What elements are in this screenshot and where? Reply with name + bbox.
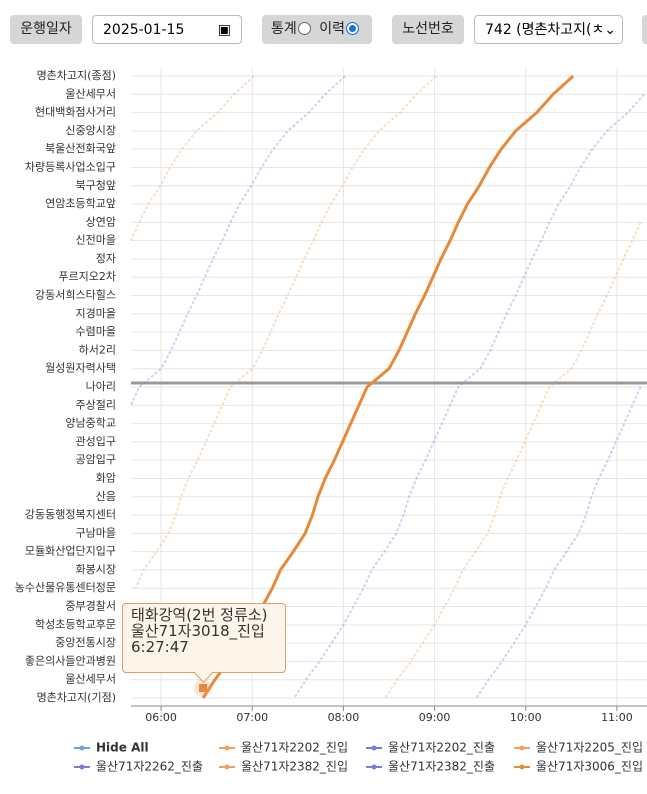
- y-tick-label: 강동서희스타힐스: [35, 289, 116, 302]
- y-tick-label: 울산세무서: [65, 673, 116, 686]
- stats-label: 통계: [271, 21, 297, 37]
- trip-line: [134, 75, 438, 589]
- tooltip-time: 6:27:47: [131, 638, 189, 656]
- tooltip-stop: 태화강역(2번 정류소): [131, 606, 268, 624]
- y-tick-label: 화암: [96, 471, 116, 484]
- x-tick-label: 09:00: [419, 711, 451, 724]
- y-tick-label: 구남마을: [76, 526, 116, 539]
- y-tick-label: 화봉시장: [76, 563, 116, 576]
- calendar-icon: ▣: [217, 22, 231, 38]
- tooltip-point: [199, 684, 208, 692]
- legend-item[interactable]: 울산71자2202_진출: [388, 741, 495, 755]
- date-value: 2025-01-15: [103, 22, 185, 38]
- y-tick-label: 수렴마을: [76, 325, 116, 338]
- highlighted-trip-line: [201, 74, 575, 699]
- trip-line: [293, 93, 646, 699]
- legend-swatch-dot[interactable]: [79, 745, 85, 751]
- y-tick-label: 푸르지오2차: [58, 270, 116, 283]
- legend-swatch-dot[interactable]: [79, 764, 85, 770]
- trip-line: [130, 75, 346, 406]
- history-label: 이력: [319, 21, 345, 37]
- legend-swatch-dot[interactable]: [519, 745, 525, 751]
- legend-swatch-dot[interactable]: [371, 745, 377, 751]
- y-tick-label: 명촌차고지(기점): [37, 691, 116, 704]
- y-tick-label: 공암입구: [76, 453, 116, 466]
- trip-line: [130, 75, 255, 242]
- y-tick-label: 중앙전통시장: [55, 636, 116, 649]
- date-input[interactable]: 2025-01-15 ▣: [92, 15, 242, 44]
- y-tick-label: 현대백화점사거리: [35, 106, 116, 119]
- route-select[interactable]: 742 (명촌차고지(ㅊ ⌄: [474, 15, 623, 44]
- extra-button[interactable]: [642, 15, 647, 44]
- legend-item[interactable]: 울산71자2382_진입: [241, 760, 348, 774]
- tooltip: 태화강역(2번 정류소) 울산71자3018_진입 6:27:47: [122, 603, 286, 673]
- mode-group: 통계 이력: [262, 15, 372, 44]
- y-tick-label: 북울산전화국앞: [45, 142, 116, 155]
- trip-line: [384, 221, 642, 699]
- history-radio[interactable]: [345, 22, 359, 35]
- x-tick-label: 10:00: [510, 711, 542, 724]
- y-tick-label: 농수산물유통센터정문: [15, 581, 116, 594]
- legend-item[interactable]: 울산71자2262_진출: [96, 760, 203, 774]
- y-tick-label: 북구청앞: [76, 179, 116, 192]
- x-tick-label: 11:00: [601, 711, 633, 724]
- legend-swatch-dot[interactable]: [224, 764, 230, 770]
- select-arrow: ⌄: [604, 16, 616, 43]
- y-tick-label: 차량등록사업소입구: [25, 160, 116, 173]
- x-tick-label: 06:00: [145, 711, 177, 724]
- y-tick-label: 관성입구: [76, 435, 116, 448]
- legend-swatch-dot[interactable]: [519, 764, 525, 770]
- y-tick-label: 나아리: [86, 380, 116, 393]
- legend-item[interactable]: 울산71자2202_진입: [241, 741, 348, 755]
- y-tick-label: 모듈화산업단지입구: [25, 545, 116, 558]
- y-tick-label: 학성초등학교후문: [35, 618, 116, 631]
- legend-swatch-dot[interactable]: [224, 745, 230, 751]
- legend-item[interactable]: 울산71자2205_진입: [536, 741, 643, 755]
- legend-swatch-dot[interactable]: [371, 764, 377, 770]
- y-tick-label: 중부경찰서: [65, 600, 116, 613]
- date-button[interactable]: 운행일자: [10, 15, 82, 44]
- y-tick-label: 상연암: [86, 215, 116, 228]
- y-tick-label: 좋은의사들안과병원: [25, 654, 116, 667]
- y-tick-label: 월성원자력사택: [45, 362, 116, 375]
- legend-item[interactable]: 울산71자3006_진입: [536, 760, 643, 774]
- y-tick-label: 울산세무서: [65, 87, 116, 100]
- x-tick-label: 08:00: [328, 711, 360, 724]
- y-tick-label: 강동동행정복지센터: [25, 508, 116, 521]
- y-tick-label: 지경마을: [76, 307, 116, 320]
- x-tick-label: 07:00: [236, 711, 268, 724]
- y-tick-label: 정자: [96, 252, 116, 265]
- legend-item[interactable]: 울산71자2382_진출: [388, 760, 495, 774]
- trip-line: [475, 386, 642, 699]
- y-tick-label: 산음: [96, 490, 116, 503]
- y-tick-label: 명촌차고지(종점): [37, 69, 116, 82]
- y-tick-label: 양남중학교: [65, 417, 116, 430]
- legend-item[interactable]: Hide All: [96, 741, 149, 755]
- route-value: 742 (명촌차고지(ㅊ: [485, 22, 605, 38]
- y-tick-label: 신전마을: [76, 234, 116, 247]
- stats-radio[interactable]: [297, 22, 311, 35]
- route-button[interactable]: 노선번호: [392, 15, 464, 44]
- y-tick-label: 하서2리: [79, 342, 116, 356]
- y-tick-label: 신중앙시장: [65, 124, 116, 137]
- tooltip-vehicle: 울산71자3018_진입: [131, 622, 265, 640]
- y-tick-label: 연암초등학교앞: [45, 197, 116, 210]
- y-tick-label: 주상절리: [76, 398, 116, 411]
